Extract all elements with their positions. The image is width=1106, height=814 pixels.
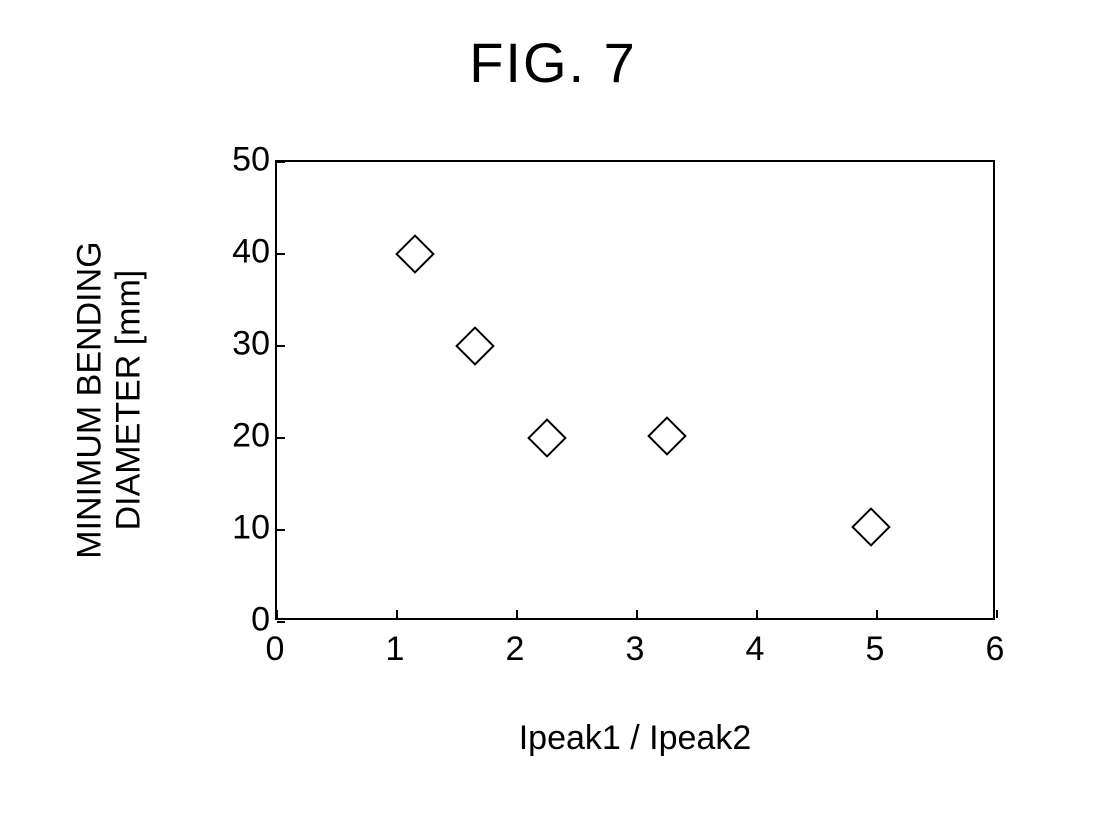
x-tick-mark xyxy=(396,610,398,618)
y-tick-label: 50 xyxy=(232,141,270,180)
y-tick-mark xyxy=(277,253,285,255)
figure-title: FIG. 7 xyxy=(0,0,1106,95)
data-point-marker xyxy=(647,416,687,456)
y-tick-label: 10 xyxy=(232,509,270,548)
x-tick-label: 4 xyxy=(746,630,765,669)
data-point-marker xyxy=(395,234,435,274)
y-tick-mark xyxy=(277,621,285,623)
y-tick-label: 40 xyxy=(232,233,270,272)
y-axis-label-line2: DIAMETER [mm] xyxy=(110,270,148,531)
y-axis-label-line1: MINIMUM BENDING xyxy=(71,241,109,558)
x-tick-mark xyxy=(636,610,638,618)
x-tick-label: 5 xyxy=(866,630,885,669)
x-tick-mark xyxy=(996,610,998,618)
x-tick-mark xyxy=(516,610,518,618)
y-axis-label-wrapper: MINIMUM BENDING DIAMETER [mm] xyxy=(75,190,145,610)
x-tick-label: 2 xyxy=(506,630,525,669)
y-tick-mark xyxy=(277,529,285,531)
x-tick-mark xyxy=(756,610,758,618)
y-tick-mark xyxy=(277,437,285,439)
data-point-marker xyxy=(455,326,495,366)
x-tick-label: 3 xyxy=(626,630,645,669)
x-axis-label: Ipeak1 / Ipeak2 xyxy=(275,719,995,758)
y-tick-label: 30 xyxy=(232,325,270,364)
x-tick-label: 6 xyxy=(986,630,1005,669)
x-tick-mark xyxy=(876,610,878,618)
x-tick-mark xyxy=(276,610,278,618)
x-tick-label: 0 xyxy=(266,630,285,669)
y-tick-mark xyxy=(277,345,285,347)
x-tick-label: 1 xyxy=(386,630,405,669)
y-tick-label: 20 xyxy=(232,417,270,456)
y-axis-label: MINIMUM BENDING DIAMETER [mm] xyxy=(71,241,149,558)
y-tick-mark xyxy=(277,161,285,163)
chart-container: MINIMUM BENDING DIAMETER [mm] 0 10 20 30 40 5… xyxy=(75,140,1055,770)
data-point-marker xyxy=(851,507,891,547)
data-point-marker xyxy=(527,418,567,458)
plot-area xyxy=(275,160,995,620)
